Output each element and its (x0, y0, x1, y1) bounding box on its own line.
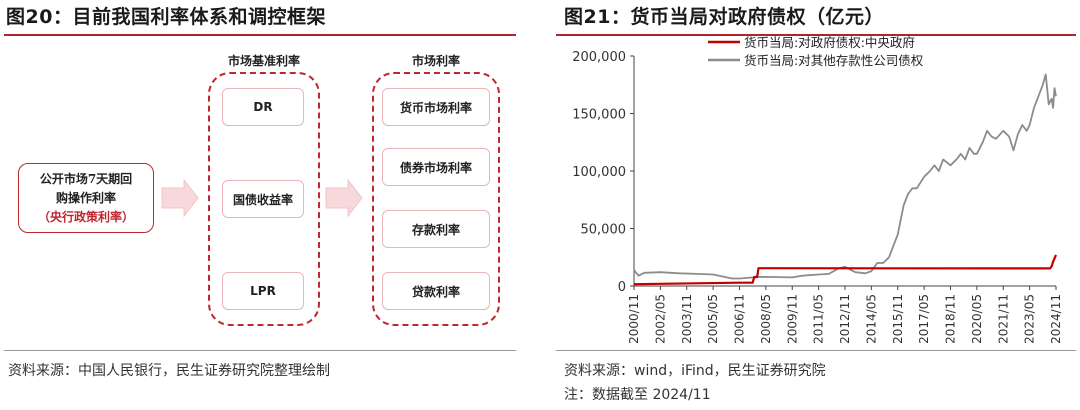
market-item-deposit: 存款利率 (382, 210, 490, 248)
line-chart: 0 50,000 100,000 150,000 200,000 2000/11 2002/… (572, 36, 1063, 344)
x-tick-label: 2024/11 (1049, 294, 1063, 344)
series-line-central-gov (633, 254, 1058, 286)
y-tick-label: 0 (618, 280, 626, 295)
arrow-benchmark-to-market (325, 178, 363, 218)
x-tick-label: 2015/11 (891, 294, 905, 344)
right-source-rule (556, 350, 1076, 351)
market-item-loan: 贷款利率 (382, 272, 490, 310)
series-line-other-deposit (633, 73, 1057, 280)
x-tick-label: 2014/05 (864, 294, 878, 344)
left-source-rule (4, 350, 516, 351)
x-tick-label: 2006/11 (733, 294, 747, 344)
x-tick-label: 2000/11 (627, 294, 641, 344)
policy-rate-line2: 购操作利率 (55, 190, 116, 205)
benchmark-item-treasury-yield: 国债收益率 (222, 180, 304, 218)
x-tick-label: 2002/05 (653, 294, 667, 344)
x-tick-label: 2023/05 (1023, 294, 1037, 344)
benchmark-group (208, 72, 320, 326)
y-tick-label: 100,000 (572, 165, 626, 180)
right-source: 资料来源：wind，iFind，民生证券研究院 (564, 363, 826, 379)
right-title-rule (556, 34, 1076, 36)
legend-label: 货币当局:对政府债权:中央政府 (744, 36, 915, 50)
benchmark-group-label: 市场基准利率 (227, 54, 300, 68)
x-tick-label: 2017/05 (917, 294, 931, 344)
x-tick-label: 2008/05 (759, 294, 773, 344)
x-tick-label: 2011/05 (812, 294, 826, 344)
left-panel-title: 图20：目前我国利率体系和调控框架 (6, 6, 326, 28)
x-tick-label: 2021/11 (996, 294, 1010, 344)
market-item-bond-market: 债券市场利率 (382, 148, 490, 186)
y-tick-label: 50,000 (581, 223, 627, 238)
left-title-rule (4, 34, 516, 36)
x-tick-label: 2003/11 (680, 294, 694, 344)
x-tick-label: 2005/05 (706, 294, 720, 344)
policy-rate-line1: 公开市场7天期回 (39, 171, 133, 186)
market-group-label: 市场利率 (411, 54, 460, 68)
right-panel-title: 图21：货币当局对政府债权（亿元） (564, 6, 884, 28)
left-source: 资料来源：中国人民银行，民生证券研究院整理绘制 (8, 363, 330, 379)
x-tick-label: 2012/11 (838, 294, 852, 344)
y-tick-label: 200,000 (572, 50, 626, 65)
benchmark-item-dr: DR (222, 88, 304, 126)
policy-rate-box: 公开市场7天期回 购操作利率 （央行政策利率） (18, 163, 154, 233)
market-item-money-market: 货币市场利率 (382, 88, 490, 126)
y-tick-label: 150,000 (572, 108, 626, 123)
right-note: 注：数据截至 2024/11 (564, 387, 711, 403)
benchmark-item-lpr: LPR (222, 272, 304, 310)
legend-label: 货币当局:对其他存款性公司债权 (744, 53, 924, 68)
policy-rate-line3: （央行政策利率） (37, 209, 134, 224)
x-tick-label: 2009/11 (785, 294, 799, 344)
arrow-policy-to-benchmark (161, 178, 199, 218)
x-tick-label: 2020/05 (970, 294, 984, 344)
x-tick-label: 2018/11 (944, 294, 958, 344)
market-group (372, 72, 500, 326)
